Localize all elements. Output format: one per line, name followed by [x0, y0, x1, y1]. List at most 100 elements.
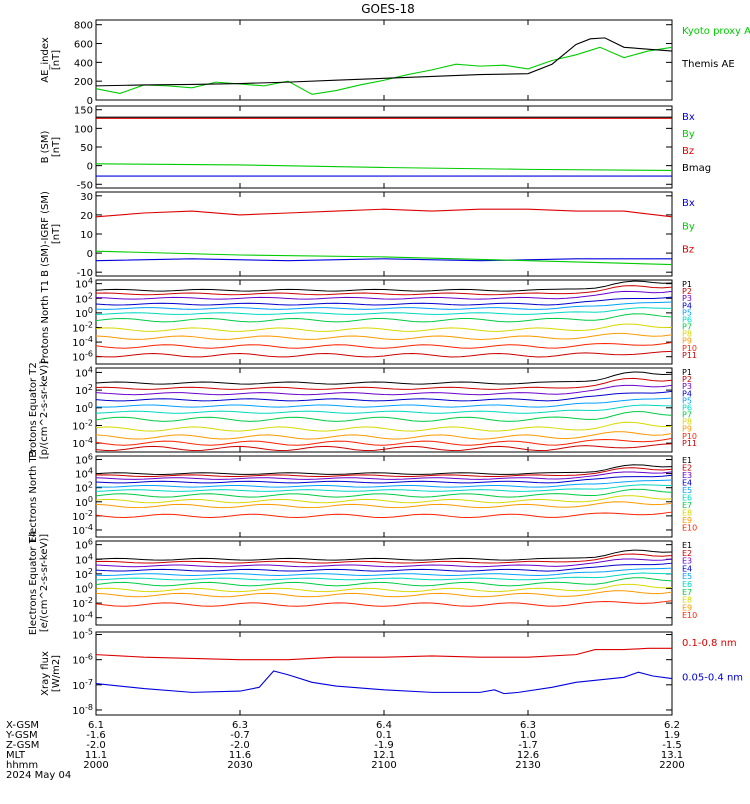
series-line-bx — [95, 258, 672, 262]
y-axis-label-text: [W/m2] — [51, 655, 62, 692]
time-axis: X-GSM 6.1 6.3 6.4 6.3 6.2 Y-GSM -1.6 -0.7 0.1 1.0 1… — [5, 720, 685, 781]
time-axis-value: 6.4 — [376, 720, 392, 731]
legend-item: E3 — [682, 471, 692, 480]
series-line-p11 — [95, 443, 673, 452]
y-axis-label: B (SM)-IGRF (SM) [nT] — [40, 191, 62, 277]
y-axis-label-text: B (SM)-IGRF (SM) — [40, 191, 51, 277]
legend-item: By — [682, 129, 695, 140]
series-line-e4 — [95, 562, 673, 572]
legend-item: Themis AE — [681, 59, 735, 70]
time-axis-value: -1.5 — [662, 740, 682, 751]
panel-frame — [95, 191, 673, 277]
panel-8: Xray flux [W/m2] 0.1-0.8 nm 0.05-0.4 nm — [40, 631, 743, 716]
panel-5: Protons Equator T2 [p/(cm^2-s-sr-keV)] P1P… — [28, 361, 697, 460]
time-axis-value: -2.0 — [230, 740, 250, 751]
legend-item: E2 — [682, 464, 692, 473]
y-axis-label-text: Protons North T1 — [40, 280, 51, 364]
legend-item: 0.1-0.8 nm — [682, 638, 737, 649]
tick-label: 100 — [75, 495, 93, 509]
tick-label: 100 — [75, 401, 93, 415]
y-axis-label-text: AE_index — [40, 37, 51, 83]
tick-label: 10-2 — [72, 596, 93, 610]
series-line-p1 — [95, 371, 673, 385]
legend-item: E9 — [682, 516, 692, 525]
legend-item: E10 — [682, 524, 697, 533]
legend-item: E4 — [682, 479, 692, 488]
legend-item: E7 — [682, 501, 692, 510]
legend-item: Bz — [682, 245, 694, 256]
tick-label: 100 — [74, 124, 93, 135]
tick-label: 104 — [75, 277, 93, 291]
time-axis-value: -2.0 — [86, 740, 106, 751]
time-axis-value: 11.6 — [229, 750, 251, 761]
y-axis-label: Xray flux [W/m2] — [40, 651, 62, 696]
panel-frame — [95, 19, 673, 101]
series-line-p8 — [95, 421, 673, 432]
tick-label: 800 — [74, 21, 93, 32]
y-axis-label: AE_index [nT] — [40, 37, 62, 83]
series-line-p11 — [95, 350, 673, 358]
legend-item: E7 — [682, 588, 692, 597]
tick-label: 30 — [80, 192, 93, 203]
time-axis-value: 13.1 — [661, 750, 683, 761]
time-axis-value: 6.3 — [232, 720, 248, 731]
series-line-e3 — [95, 558, 673, 568]
tick-label: 10-7 — [72, 678, 93, 692]
series-line-0-1-0-8-nm — [95, 647, 672, 661]
series-line-e6 — [95, 572, 673, 581]
y-axis-label: Electrons North T3 — [28, 450, 39, 543]
series-line-e4 — [95, 474, 673, 484]
panel-frame — [95, 455, 673, 538]
tick-label: 10-6 — [72, 350, 93, 364]
time-axis-value: 2200 — [659, 760, 684, 771]
legend-item: P9 — [682, 425, 692, 434]
tick-label: -50 — [77, 180, 93, 191]
y-axis-label-text: [e/(cm^2-s-sr-keV)] — [39, 534, 50, 632]
time-axis-value: 6.1 — [88, 720, 104, 731]
series-line-e10 — [95, 511, 673, 519]
tick-label: 106 — [75, 453, 93, 467]
time-axis-value: 2000 — [83, 760, 108, 771]
time-axis-value: 12.1 — [373, 750, 395, 761]
legend-item: P10 — [682, 432, 697, 441]
legend-item: P2 — [682, 375, 692, 384]
panel-1: AE_index [nT] Kyoto proxy AE Themis AE — [40, 19, 750, 101]
time-axis-value: 1.9 — [664, 730, 680, 741]
y-axis-label-text: [p/(cm^2-s-sr-keV)] — [39, 361, 50, 460]
series-line-0-05-0-4-nm — [95, 670, 673, 695]
time-axis-row-label: X-GSM — [6, 720, 39, 731]
legend-item: P7 — [682, 411, 692, 420]
series-line-p5 — [95, 397, 673, 408]
y-axis-label-text: Electrons North T3 — [28, 450, 39, 543]
tick-label: 102 — [75, 481, 93, 495]
legend-item: P9 — [682, 337, 692, 346]
legend-item: E1 — [682, 541, 692, 550]
tick-label: 0 — [87, 162, 93, 173]
legend-item: 0.05-0.4 nm — [682, 673, 743, 684]
series-line-e7 — [95, 488, 673, 498]
legend-item: E6 — [682, 494, 692, 503]
time-axis-value: 1.0 — [520, 730, 536, 741]
tick-label: 10-5 — [72, 628, 93, 642]
time-axis-row-label: Z-GSM — [6, 740, 39, 751]
series-line-p7 — [95, 313, 673, 323]
series-line-bz — [95, 208, 673, 218]
tick-label: 10-2 — [72, 509, 93, 523]
panel-3: B (SM)-IGRF (SM) [nT] Bx By Bz — [40, 191, 695, 277]
panel-frame — [95, 631, 673, 716]
time-axis-value: 0.1 — [376, 730, 392, 741]
time-axis-value: 11.1 — [85, 750, 107, 761]
series-line-e9 — [95, 501, 673, 509]
panel-frame — [95, 540, 673, 626]
series-line-p2 — [95, 285, 673, 296]
series-line-themis-ae — [95, 37, 673, 87]
panel-2: B (SM) [nT] Bx By Bz Bmag — [40, 105, 711, 189]
tick-label: -10 — [77, 268, 93, 279]
legend-item: P10 — [682, 344, 697, 353]
legend-item: Bmag — [682, 163, 711, 174]
series-line-p9 — [95, 332, 673, 340]
legend-item: P5 — [682, 308, 692, 317]
